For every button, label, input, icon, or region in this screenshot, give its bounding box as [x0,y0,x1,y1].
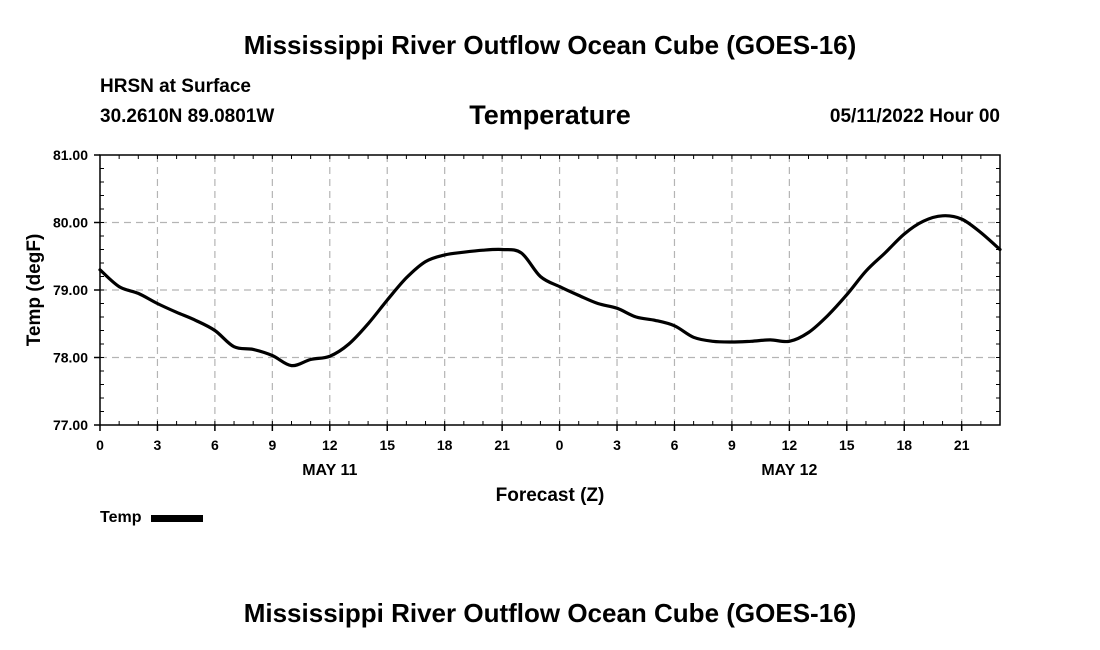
x-tick-label: 6 [671,437,679,453]
y-axis-title: Temp (degF) [24,234,45,347]
y-tick-label: 77.00 [53,417,88,433]
chart-title: Temperature [469,100,631,130]
axis-tick-labels: 77.00 78.00 79.00 80.00 81.00 0 3 6 9 12 15 18 21 0 3 6… [53,147,970,479]
x-tick-label: 12 [782,437,798,453]
forecast-run-time: 05/11/2022 Hour 00 [829,106,1000,127]
x-tick-label: 21 [954,437,970,453]
location-name: HRSN at Surface [100,76,251,97]
legend-swatch-temp [151,514,204,522]
x-axis-title: Forecast (Z) [496,485,605,506]
axis-ticks [94,154,1001,431]
legend-label-temp: Temp [100,509,142,526]
day-label: MAY 11 [302,462,357,479]
y-tick-label: 78.00 [53,350,88,366]
temperature-chart: 77.00 78.00 79.00 80.00 81.00 0 3 6 9 12 15 18 21 0 3 6… [24,147,1002,506]
x-tick-label: 15 [839,437,855,453]
legend: Temp [100,509,204,527]
x-tick-label: 9 [268,437,276,453]
x-tick-label: 12 [322,437,338,453]
x-tick-label: 0 [556,437,564,453]
x-tick-label: 6 [211,437,219,453]
series-line-temp [98,214,1002,368]
x-tick-label: 21 [494,437,510,453]
x-tick-label: 9 [728,437,736,453]
grid-lines [100,155,1000,425]
x-tick-label: 18 [437,437,453,453]
footer-title: Mississippi River Outflow Ocean Cube (GO… [243,598,857,628]
page-title: Mississippi River Outflow Ocean Cube (GO… [243,30,857,60]
y-tick-label: 81.00 [53,147,88,163]
x-tick-label: 0 [96,437,104,453]
y-tick-label: 80.00 [53,215,88,231]
day-label: MAY 12 [761,462,817,479]
x-tick-label: 3 [154,437,162,453]
x-tick-label: 3 [613,437,621,453]
x-tick-label: 18 [896,437,912,453]
location-coordinates: 30.2610N 89.0801W [100,106,275,127]
x-tick-label: 15 [379,437,395,453]
y-tick-label: 79.00 [53,282,88,298]
